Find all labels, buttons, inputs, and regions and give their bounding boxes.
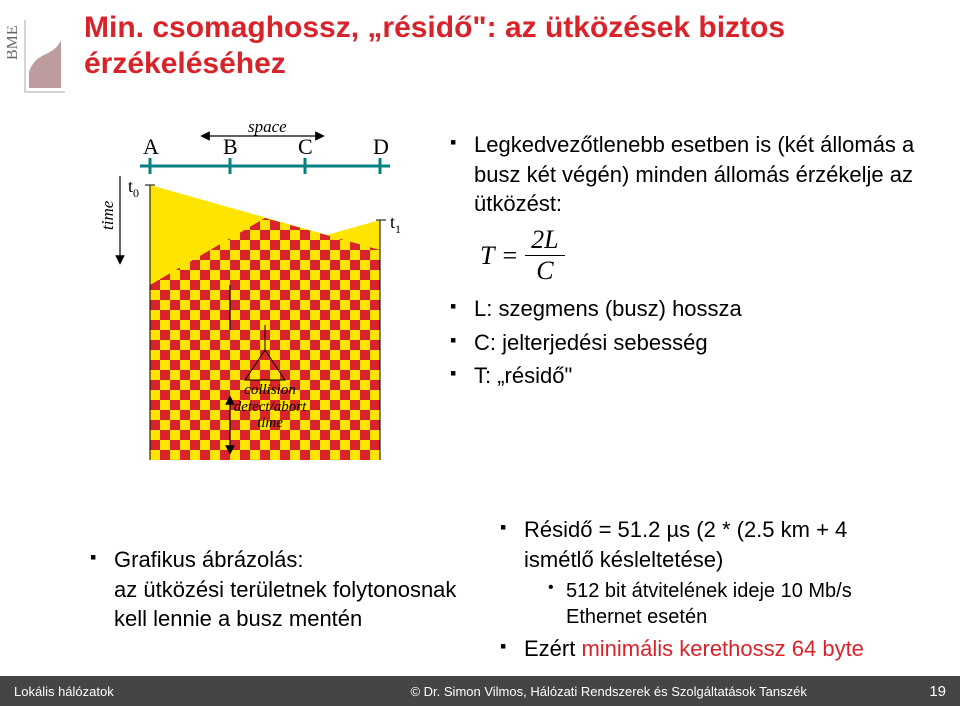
bullet-T: T: „résidő": [450, 361, 920, 391]
bullet-slottime: Résidő = 51.2 µs (2 * (2.5 km + 4 ismétl…: [500, 515, 920, 630]
bullet-C: C: jelterjedési sebesség: [450, 328, 920, 358]
t1-label: t1: [390, 212, 401, 236]
svg-text:A: A: [143, 134, 159, 159]
collision-diagram: space A B C D: [90, 120, 420, 475]
bullet-minframe: Ezért minimális kerethossz 64 byte: [500, 634, 920, 664]
bus-nodes: A B C D: [143, 134, 389, 174]
bullet-worstcase: Legkedvezőtlenebb esetben is (két állomá…: [450, 130, 920, 219]
page-title: Min. csomaghossz, „résidő": az ütközések…: [84, 10, 930, 82]
footer-page: 19: [906, 683, 946, 700]
footer-left: Lokális hálózatok: [14, 684, 311, 699]
bullet-graphic: Grafikus ábrázolás: az ütközési területn…: [90, 545, 470, 634]
t0-label: t0: [128, 176, 139, 200]
logo-text: BME: [7, 25, 21, 60]
svg-text:B: B: [223, 134, 238, 159]
footer: Lokális hálózatok © Dr. Simon Vilmos, Há…: [0, 676, 960, 706]
svg-text:D: D: [373, 134, 389, 159]
space-label: space: [248, 120, 287, 136]
footer-mid: © Dr. Simon Vilmos, Hálózati Rendszerek …: [311, 684, 906, 699]
svg-text:C: C: [298, 134, 313, 159]
time-axis-label: time: [98, 200, 117, 230]
bullet-L: L: szegmens (busz) hossza: [450, 294, 920, 324]
formula-T: T = 2L C: [480, 227, 920, 284]
logo: BME: [0, 10, 84, 100]
collision-detect-label: collision detect/abort time: [210, 382, 330, 432]
bullet-512bit: 512 bit átvitelének ideje 10 Mb/s Ethern…: [548, 578, 920, 630]
